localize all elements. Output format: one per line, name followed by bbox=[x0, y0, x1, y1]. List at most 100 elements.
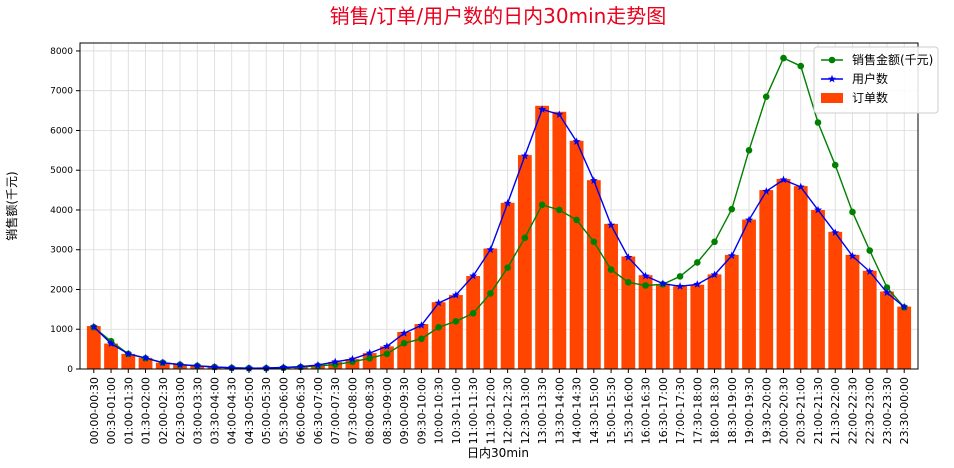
y-tick-label: 8000 bbox=[50, 47, 73, 57]
data-point bbox=[365, 348, 374, 357]
x-tick-label: 05:00-05:30 bbox=[260, 377, 273, 444]
x-tick-label: 06:00-06:30 bbox=[295, 377, 308, 444]
data-point bbox=[814, 205, 822, 214]
data-point bbox=[882, 288, 891, 297]
x-tick-label: 02:30-03:00 bbox=[174, 377, 187, 444]
data-point bbox=[313, 360, 322, 369]
bar bbox=[742, 219, 756, 369]
data-point bbox=[607, 220, 616, 229]
data-point bbox=[865, 267, 874, 275]
bar bbox=[604, 223, 618, 369]
y-tick-label: 4000 bbox=[50, 206, 73, 216]
data-point bbox=[193, 361, 202, 370]
data-point bbox=[348, 354, 357, 363]
data-point bbox=[417, 321, 426, 329]
data-point bbox=[642, 282, 649, 289]
y-tick-label: 5000 bbox=[50, 166, 73, 176]
x-tick-label: 21:00-21:30 bbox=[812, 377, 825, 444]
data-point bbox=[572, 137, 581, 145]
data-point bbox=[883, 284, 891, 291]
x-tick-label: 01:30-02:00 bbox=[140, 377, 153, 444]
data-point bbox=[590, 238, 598, 246]
bar bbox=[862, 270, 877, 369]
x-tick-label: 19:30-20:00 bbox=[760, 377, 773, 444]
bar bbox=[569, 140, 584, 369]
bar bbox=[690, 284, 705, 369]
data-point bbox=[849, 208, 856, 216]
bar bbox=[776, 178, 791, 369]
bar bbox=[638, 275, 653, 369]
data-point bbox=[831, 161, 839, 169]
bar bbox=[655, 283, 670, 369]
x-tick-label: 06:30-07:00 bbox=[312, 377, 325, 444]
data-point bbox=[779, 175, 788, 184]
y-tick-label: 3000 bbox=[50, 246, 73, 256]
x-tick-label: 20:30-21:00 bbox=[795, 377, 808, 444]
bar bbox=[104, 343, 118, 369]
data-point bbox=[107, 339, 116, 347]
bar bbox=[828, 231, 843, 369]
data-point bbox=[366, 354, 373, 362]
legend-marker bbox=[828, 74, 836, 83]
y-axis-label: 销售额(千元) bbox=[4, 171, 19, 240]
data-point bbox=[573, 216, 580, 224]
data-point bbox=[607, 266, 615, 273]
data-point bbox=[520, 151, 529, 160]
x-tick-label: 22:30-23:00 bbox=[864, 377, 877, 444]
data-point bbox=[262, 363, 271, 372]
legend-swatch bbox=[821, 93, 843, 103]
x-tick-label: 13:00-13:30 bbox=[536, 377, 549, 444]
x-tick-label: 03:30-04:00 bbox=[208, 377, 221, 444]
data-point bbox=[89, 322, 98, 331]
data-point bbox=[658, 279, 667, 287]
data-point bbox=[296, 362, 305, 371]
x-tick-label: 07:00-07:30 bbox=[329, 377, 342, 444]
data-point bbox=[556, 206, 563, 214]
data-point bbox=[469, 310, 477, 317]
legend-label: 销售金额(千元) bbox=[852, 52, 933, 67]
data-point bbox=[435, 323, 442, 331]
line-series bbox=[89, 54, 909, 372]
data-point bbox=[555, 110, 564, 118]
bar bbox=[517, 155, 532, 369]
x-tick-label: 01:00-01:30 bbox=[122, 377, 135, 444]
data-point bbox=[676, 282, 685, 290]
data-point bbox=[814, 119, 822, 126]
series-line bbox=[93, 108, 905, 369]
bar bbox=[707, 274, 722, 369]
bar bbox=[380, 346, 394, 369]
bar bbox=[448, 295, 463, 369]
data-point bbox=[589, 176, 598, 184]
bar bbox=[845, 254, 860, 369]
bar bbox=[759, 190, 774, 369]
data-point bbox=[383, 350, 391, 358]
x-tick-label: 16:00-16:30 bbox=[640, 377, 653, 444]
x-tick-label: 09:00-09:30 bbox=[398, 377, 411, 444]
x-tick-label: 11:30-12:00 bbox=[484, 377, 497, 444]
x-tick-label: 18:30-19:00 bbox=[726, 377, 739, 444]
data-point bbox=[676, 273, 684, 280]
bar bbox=[673, 286, 687, 369]
x-tick-label: 10:00-10:30 bbox=[433, 377, 446, 444]
data-point bbox=[210, 362, 219, 371]
data-point bbox=[693, 280, 702, 288]
data-point bbox=[487, 290, 494, 297]
data-point bbox=[727, 251, 736, 260]
data-point bbox=[796, 182, 805, 191]
x-tick-label: 17:30-18:00 bbox=[691, 377, 704, 444]
data-point bbox=[400, 329, 409, 337]
x-tick-label: 15:00-15:30 bbox=[605, 377, 618, 444]
x-tick-label: 23:30-00:00 bbox=[898, 377, 911, 444]
bar bbox=[397, 332, 412, 369]
data-point bbox=[418, 335, 425, 343]
data-point bbox=[728, 205, 736, 213]
bar bbox=[586, 180, 601, 369]
data-point bbox=[469, 271, 478, 280]
data-point bbox=[711, 238, 718, 246]
x-tick-label: 14:30-15:00 bbox=[588, 377, 601, 444]
data-point bbox=[400, 339, 408, 347]
data-point bbox=[848, 251, 857, 260]
data-point bbox=[158, 358, 167, 367]
bar bbox=[897, 306, 912, 369]
data-point bbox=[538, 105, 547, 113]
